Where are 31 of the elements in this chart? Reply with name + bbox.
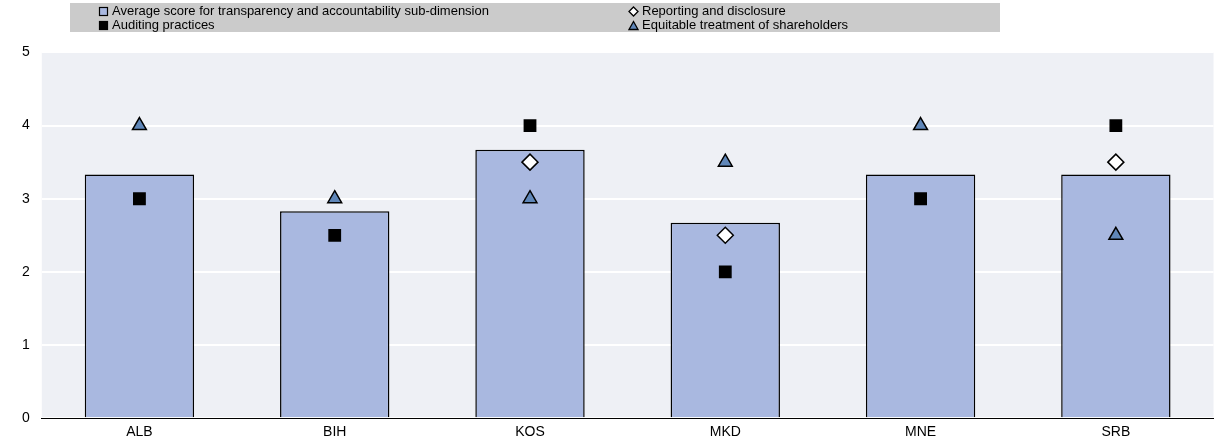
y-tick-label: 5: [21, 43, 30, 60]
point: [521, 153, 539, 171]
point: [1108, 226, 1124, 241]
point: [523, 119, 537, 132]
point: [327, 189, 343, 204]
legend-label: Equitable treatment of shareholders: [642, 17, 848, 32]
point: [914, 192, 927, 206]
y-tick-label: 1: [21, 335, 30, 352]
point: [912, 116, 929, 131]
point: [1107, 153, 1125, 171]
point: [131, 116, 148, 131]
x-tick-label: MNE: [905, 423, 937, 440]
legend-label: Reporting and disclosure: [642, 3, 786, 18]
y-tick-label: 4: [21, 116, 30, 133]
point: [1109, 119, 1123, 132]
legend-label: Auditing practices: [112, 17, 215, 32]
point: [522, 189, 538, 204]
x-tick-label: BIH: [323, 423, 347, 440]
y-tick-label: 3: [21, 189, 30, 206]
y-tick-label: 0: [21, 409, 30, 426]
x-tick-label: KOS: [515, 423, 545, 440]
x-tick-label: MKD: [709, 423, 741, 440]
y-tick-label: 2: [21, 262, 30, 279]
point: [133, 192, 146, 206]
legend-label: Average score for transparency and accountability sub-dimension: [112, 3, 489, 18]
point: [717, 153, 733, 167]
point: [328, 228, 342, 242]
x-tick-label: ALB: [126, 423, 153, 440]
point: [718, 265, 732, 279]
x-tick-label: SRB: [1101, 423, 1131, 440]
point: [716, 226, 735, 245]
